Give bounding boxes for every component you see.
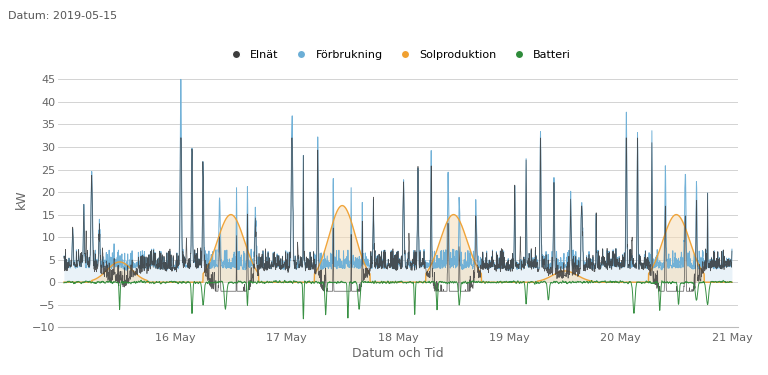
X-axis label: Datum och Tid: Datum och Tid [352, 347, 444, 360]
Legend: Elnät, Förbrukning, Solproduktion, Batteri: Elnät, Förbrukning, Solproduktion, Batte… [220, 45, 575, 64]
Y-axis label: kW: kW [15, 189, 28, 209]
Text: Datum: 2019-05-15: Datum: 2019-05-15 [8, 11, 117, 21]
